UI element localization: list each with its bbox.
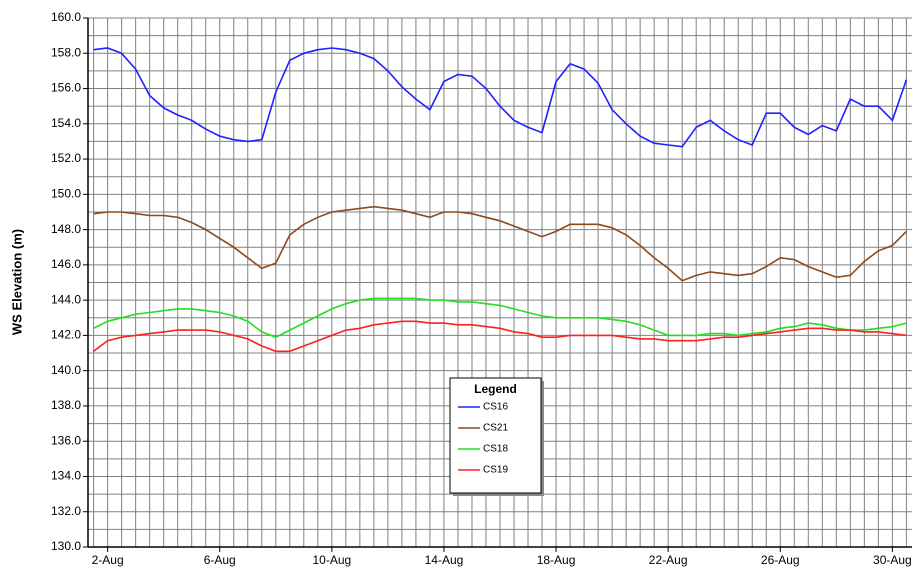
y-tick-label: 144.0 <box>51 292 81 306</box>
y-tick-label: 148.0 <box>51 222 81 236</box>
y-tick-label: 130.0 <box>51 539 81 553</box>
y-tick-label: 156.0 <box>51 81 81 95</box>
y-tick-label: 132.0 <box>51 504 81 518</box>
x-tick-label: 2-Aug <box>92 553 124 567</box>
series-line <box>93 297 907 339</box>
series-line <box>93 320 907 353</box>
y-tick-label: 146.0 <box>51 257 81 271</box>
series-line <box>93 205 907 282</box>
x-tick-label: 10-Aug <box>312 553 351 567</box>
legend-label: CS21 <box>483 423 508 434</box>
x-tick-label: 18-Aug <box>537 553 576 567</box>
x-tick-label: 14-Aug <box>425 553 464 567</box>
legend-label: CS19 <box>483 465 508 476</box>
x-tick-label: 6-Aug <box>204 553 236 567</box>
y-tick-label: 140.0 <box>51 363 81 377</box>
series-line <box>93 47 908 148</box>
y-tick-label: 150.0 <box>51 187 81 201</box>
y-tick-label: 154.0 <box>51 116 81 130</box>
y-tick-label: 160.0 <box>51 10 81 24</box>
legend-box <box>449 377 542 494</box>
y-tick-label: 136.0 <box>51 433 81 447</box>
y-tick-label: 142.0 <box>51 328 81 342</box>
legend-title: Legend <box>474 382 517 396</box>
y-tick-label: 138.0 <box>51 398 81 412</box>
y-axis-label: WS Elevation (m) <box>9 229 24 335</box>
y-tick-label: 152.0 <box>51 151 81 165</box>
x-tick-label: 22-Aug <box>649 553 688 567</box>
y-tick-label: 158.0 <box>51 45 81 59</box>
x-tick-label: 30-Aug <box>873 553 912 567</box>
y-tick-label: 134.0 <box>51 469 81 483</box>
x-tick-label: 26-Aug <box>761 553 800 567</box>
legend-label: CS18 <box>483 444 508 455</box>
legend-label: CS16 <box>483 402 508 413</box>
